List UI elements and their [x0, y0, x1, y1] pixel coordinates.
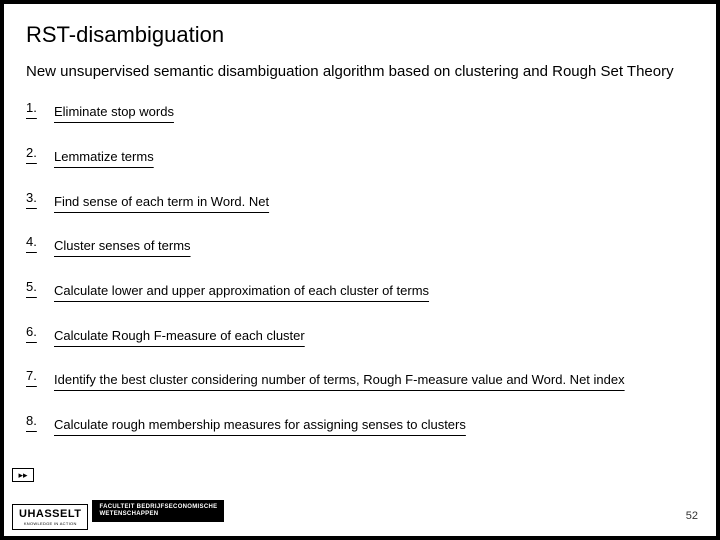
list-text: Eliminate stop words: [54, 100, 694, 125]
logo-text: UHASSELT: [19, 508, 81, 520]
list-item: 3. Find sense of each term in Word. Net: [26, 190, 694, 215]
list-item: 2. Lemmatize terms: [26, 145, 694, 170]
footer: ▸▸ UHASSELT KNOWLEDGE IN ACTION FACULTEI…: [12, 468, 224, 530]
list-number: 7.: [26, 368, 54, 393]
list-text: Calculate lower and upper approximation …: [54, 279, 694, 304]
slide-title: RST-disambiguation: [26, 22, 694, 48]
list-text: Cluster senses of terms: [54, 234, 694, 259]
faculty-line: FACULTEIT BEDRIJFSECONOMISCHE: [99, 504, 217, 511]
slide-frame: RST-disambiguation New unsupervised sema…: [4, 4, 716, 536]
list-text: Calculate rough membership measures for …: [54, 413, 694, 438]
list-text: Calculate Rough F-measure of each cluste…: [54, 324, 694, 349]
list-number: 6.: [26, 324, 54, 349]
logo-tagline: KNOWLEDGE IN ACTION: [19, 521, 81, 526]
faculty-box: FACULTEIT BEDRIJFSECONOMISCHE WETENSCHAP…: [92, 500, 224, 522]
page-number: 52: [686, 510, 698, 522]
list-item: 6. Calculate Rough F-measure of each clu…: [26, 324, 694, 349]
list-number: 2.: [26, 145, 54, 170]
list-item: 7. Identify the best cluster considering…: [26, 368, 694, 393]
faculty-line: WETENSCHAPPEN: [99, 511, 217, 518]
list-text: Lemmatize terms: [54, 145, 694, 170]
slide-subtitle: New unsupervised semantic disambiguation…: [26, 62, 694, 82]
list-item: 1. Eliminate stop words: [26, 100, 694, 125]
list-number: 4.: [26, 234, 54, 259]
list-item: 8. Calculate rough membership measures f…: [26, 413, 694, 438]
list-text: Find sense of each term in Word. Net: [54, 190, 694, 215]
list-number: 3.: [26, 190, 54, 215]
university-logo: UHASSELT KNOWLEDGE IN ACTION: [12, 504, 88, 530]
list-text: Identify the best cluster considering nu…: [54, 368, 694, 393]
list-number: 5.: [26, 279, 54, 304]
nav-arrows-icon: ▸▸: [12, 468, 34, 482]
list-item: 5. Calculate lower and upper approximati…: [26, 279, 694, 304]
steps-list: 1. Eliminate stop words 2. Lemmatize ter…: [26, 100, 694, 438]
list-number: 1.: [26, 100, 54, 125]
list-number: 8.: [26, 413, 54, 438]
list-item: 4. Cluster senses of terms: [26, 234, 694, 259]
